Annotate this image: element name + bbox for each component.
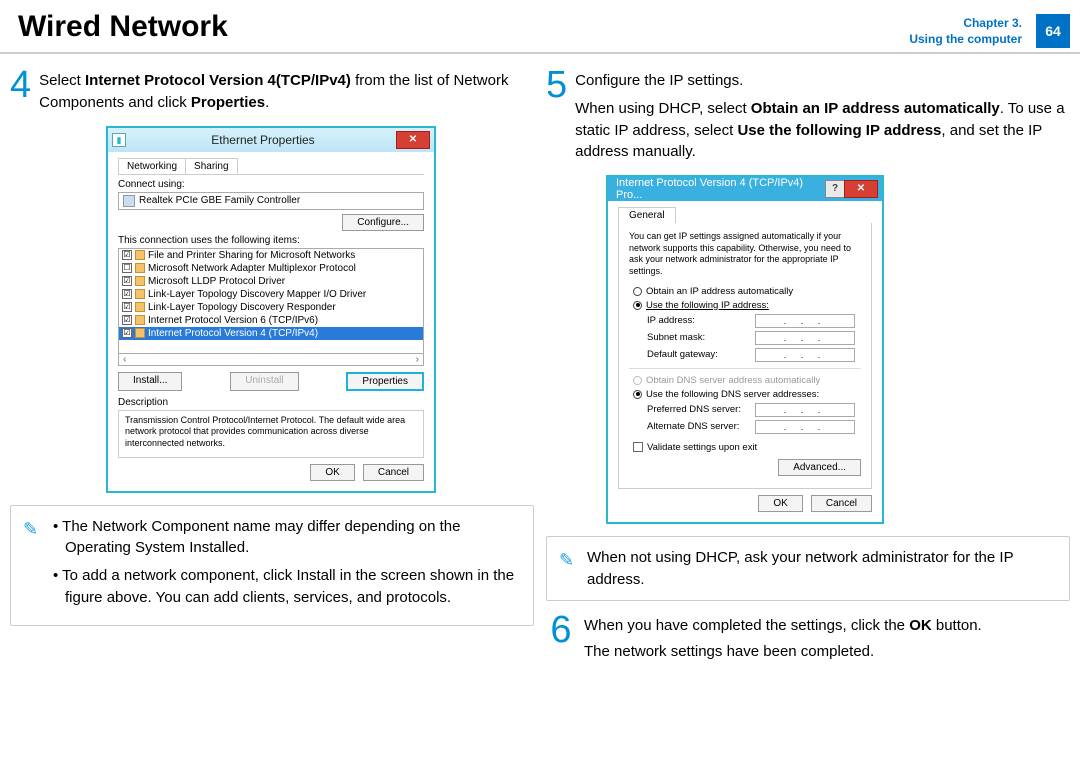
page-number-badge: 64 bbox=[1036, 14, 1070, 48]
preferred-dns-input[interactable]: . . . bbox=[755, 403, 855, 417]
configure-button[interactable]: Configure... bbox=[342, 214, 424, 231]
t: OK bbox=[909, 617, 932, 634]
ok-button[interactable]: OK bbox=[310, 464, 354, 481]
step-4: 4 Select Internet Protocol Version 4(TCP… bbox=[10, 68, 534, 114]
t: Use the following IP address bbox=[737, 122, 941, 139]
components-list[interactable]: ☑File and Printer Sharing for Microsoft … bbox=[118, 248, 424, 354]
radio-obtain-ip-auto[interactable]: Obtain an IP address automatically bbox=[633, 286, 861, 297]
note-bullet: To add a network component, click Instal… bbox=[51, 565, 519, 609]
protocol-icon bbox=[135, 289, 145, 299]
page-header: Wired Network Chapter 3. Using the compu… bbox=[0, 0, 1080, 54]
protocol-icon bbox=[135, 315, 145, 325]
chapter-info: Chapter 3. Using the computer bbox=[909, 10, 1030, 47]
intro-text: You can get IP settings assigned automat… bbox=[629, 231, 861, 278]
protocol-icon bbox=[135, 263, 145, 273]
properties-button[interactable]: Properties bbox=[346, 372, 424, 391]
ip-address-label: IP address: bbox=[647, 315, 695, 326]
ok-button[interactable]: OK bbox=[758, 495, 802, 512]
note-right: When not using DHCP, ask your network ad… bbox=[546, 536, 1070, 602]
section-label: Using the computer bbox=[909, 32, 1022, 48]
subnet-mask-label: Subnet mask: bbox=[647, 332, 705, 343]
connect-using-label: Connect using: bbox=[118, 179, 424, 190]
list-item: ☐Microsoft Network Adapter Multiplexor P… bbox=[119, 262, 423, 275]
close-button[interactable]: ✕ bbox=[844, 180, 878, 198]
protocol-icon bbox=[135, 328, 145, 338]
step-5: 5 Configure the IP settings. When using … bbox=[546, 68, 1070, 163]
tabs: Networking Sharing bbox=[118, 158, 424, 175]
t: . bbox=[265, 94, 269, 111]
step-4-text: Select Internet Protocol Version 4(TCP/I… bbox=[39, 68, 534, 114]
chapter-label: Chapter 3. bbox=[909, 16, 1022, 32]
window-title: Ethernet Properties bbox=[130, 133, 396, 147]
protocol-icon bbox=[135, 276, 145, 286]
step-number: 6 bbox=[546, 613, 576, 663]
left-column: 4 Select Internet Protocol Version 4(TCP… bbox=[10, 68, 534, 671]
protocol-icon bbox=[135, 302, 145, 312]
list-item: ☑Link-Layer Topology Discovery Responder bbox=[119, 301, 423, 314]
uses-label: This connection uses the following items… bbox=[118, 235, 424, 246]
list-item-selected: ☑Internet Protocol Version 4 (TCP/IPv4) bbox=[119, 327, 423, 340]
titlebar: ▮ Ethernet Properties ✕ bbox=[108, 128, 434, 152]
note-left: The Network Component name may differ de… bbox=[10, 505, 534, 626]
radio-obtain-dns-auto: Obtain DNS server address automatically bbox=[633, 375, 861, 386]
tab-general[interactable]: General bbox=[618, 207, 676, 223]
subnet-mask-input[interactable]: . . . bbox=[755, 331, 855, 345]
list-item: ☑File and Printer Sharing for Microsoft … bbox=[119, 249, 423, 262]
t: Obtain an IP address automatically bbox=[751, 100, 1000, 117]
step-6-text: When you have completed the settings, cl… bbox=[584, 613, 982, 663]
t: When you have completed the settings, cl… bbox=[584, 617, 909, 634]
tab-sharing[interactable]: Sharing bbox=[185, 158, 237, 174]
tab-networking[interactable]: Networking bbox=[118, 158, 186, 174]
protocol-icon bbox=[135, 250, 145, 260]
window-title: Internet Protocol Version 4 (TCP/IPv4) P… bbox=[612, 177, 825, 201]
help-button[interactable]: ? bbox=[825, 180, 845, 198]
ethernet-properties-window: ▮ Ethernet Properties ✕ Networking Shari… bbox=[106, 126, 436, 493]
ipv4-properties-window: Internet Protocol Version 4 (TCP/IPv4) P… bbox=[606, 175, 884, 524]
horizontal-scrollbar[interactable]: ‹› bbox=[118, 354, 424, 366]
t: Internet Protocol Version 4(TCP/IPv4) bbox=[85, 72, 351, 89]
adapter-icon bbox=[123, 195, 135, 207]
default-gateway-input[interactable]: . . . bbox=[755, 348, 855, 362]
note-bullet: The Network Component name may differ de… bbox=[51, 516, 519, 560]
close-button[interactable]: ✕ bbox=[396, 131, 430, 149]
list-item: ☑Internet Protocol Version 6 (TCP/IPv6) bbox=[119, 314, 423, 327]
radio-use-following-ip[interactable]: Use the following IP address: bbox=[633, 300, 861, 311]
t: The network settings have been completed… bbox=[584, 641, 982, 663]
list-item: ☑Microsoft LLDP Protocol Driver bbox=[119, 275, 423, 288]
page-title: Wired Network bbox=[18, 10, 909, 44]
right-column: 5 Configure the IP settings. When using … bbox=[546, 68, 1070, 671]
radio-use-following-dns[interactable]: Use the following DNS server addresses: bbox=[633, 389, 861, 400]
adapter-name: Realtek PCIe GBE Family Controller bbox=[139, 195, 300, 206]
uninstall-button[interactable]: Uninstall bbox=[230, 372, 298, 391]
step-number: 4 bbox=[10, 68, 31, 114]
cancel-button[interactable]: Cancel bbox=[363, 464, 424, 481]
t: Properties bbox=[191, 94, 265, 111]
description-text: Transmission Control Protocol/Internet P… bbox=[118, 410, 424, 458]
t: When using DHCP, select bbox=[575, 100, 751, 117]
t: Select bbox=[39, 72, 85, 89]
alternate-dns-label: Alternate DNS server: bbox=[647, 421, 739, 432]
window-icon: ▮ bbox=[112, 133, 126, 147]
ip-address-input[interactable]: . . . bbox=[755, 314, 855, 328]
step-5-text: Configure the IP settings. When using DH… bbox=[575, 68, 1070, 163]
default-gateway-label: Default gateway: bbox=[647, 349, 718, 360]
preferred-dns-label: Preferred DNS server: bbox=[647, 404, 741, 415]
t: Configure the IP settings. bbox=[575, 70, 1070, 92]
adapter-field: Realtek PCIe GBE Family Controller bbox=[118, 192, 424, 210]
step-6: 6 When you have completed the settings, … bbox=[546, 613, 1070, 663]
step-number: 5 bbox=[546, 68, 567, 163]
install-button[interactable]: Install... bbox=[118, 372, 182, 391]
list-item: ☑Link-Layer Topology Discovery Mapper I/… bbox=[119, 288, 423, 301]
description-label: Description bbox=[118, 397, 424, 408]
cancel-button[interactable]: Cancel bbox=[811, 495, 872, 512]
advanced-button[interactable]: Advanced... bbox=[778, 459, 861, 476]
t: button. bbox=[932, 617, 982, 634]
validate-checkbox[interactable]: Validate settings upon exit bbox=[633, 442, 861, 453]
titlebar: Internet Protocol Version 4 (TCP/IPv4) P… bbox=[608, 177, 882, 201]
alternate-dns-input[interactable]: . . . bbox=[755, 420, 855, 434]
